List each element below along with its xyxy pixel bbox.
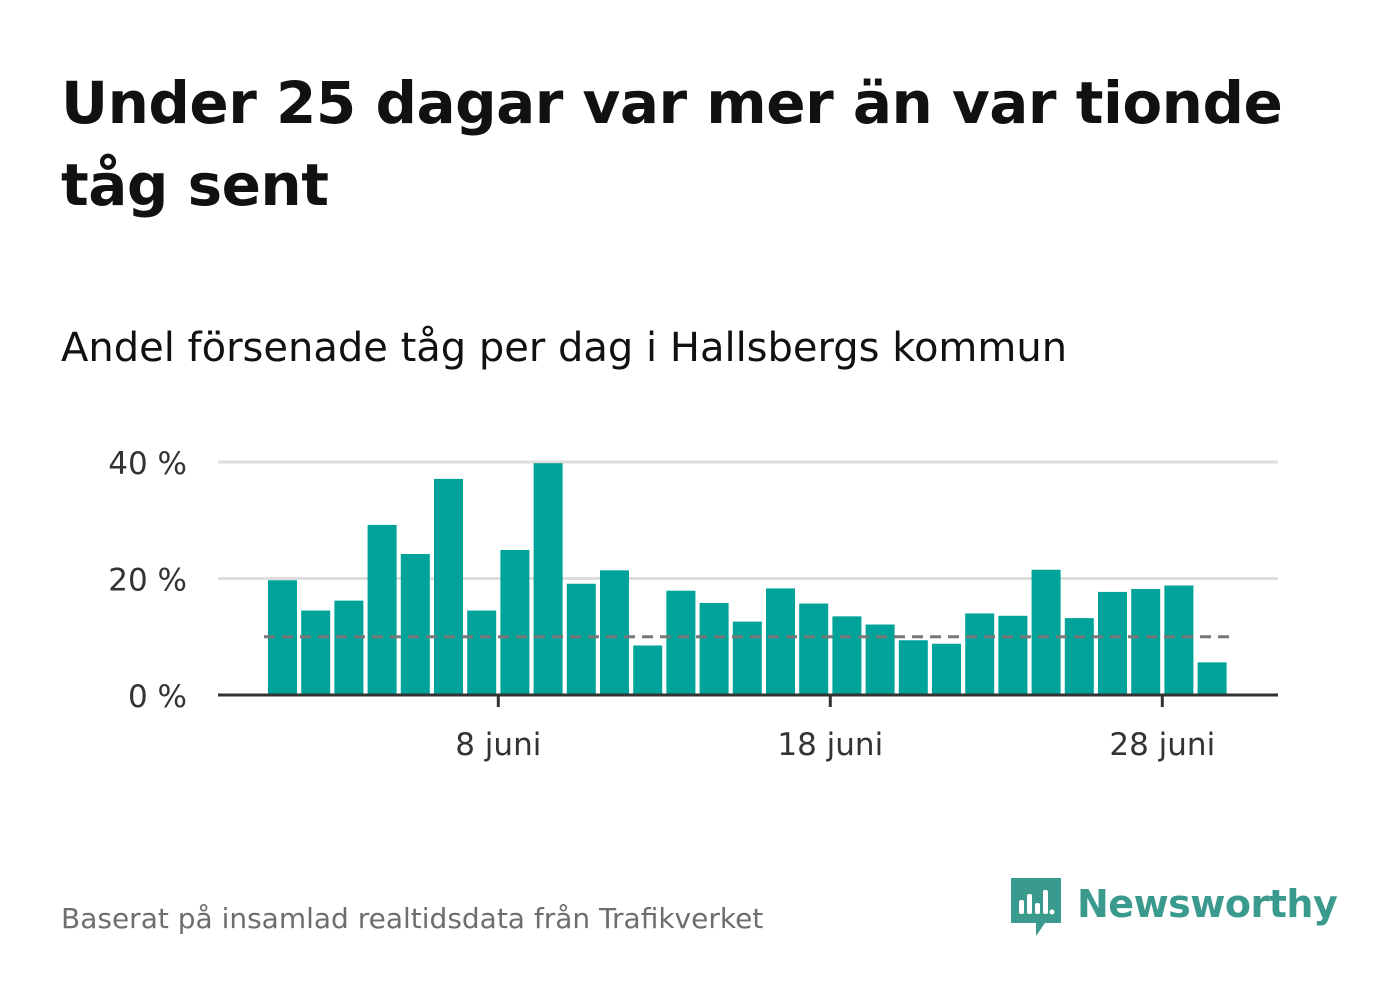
bar — [932, 643, 961, 695]
bar — [1197, 662, 1227, 695]
bar — [334, 600, 364, 695]
bar — [1098, 591, 1127, 695]
bar — [566, 583, 596, 695]
bar — [832, 616, 862, 695]
x-axis — [218, 693, 1278, 707]
y-tick-label: 40 % — [108, 446, 187, 482]
bar — [699, 602, 729, 695]
bar — [600, 570, 629, 695]
bar — [799, 603, 829, 695]
x-tick-label: 18 juni — [777, 727, 883, 763]
bar — [301, 610, 331, 695]
chart-title: Under 25 dagar var mer än var tionde tåg… — [61, 69, 1283, 219]
chart-subtitle: Andel försenade tåg per dag i Hallsbergs… — [61, 325, 1068, 371]
brand-name: Newsworthy — [1077, 882, 1338, 926]
bar — [434, 478, 463, 695]
bar — [1164, 585, 1194, 695]
newsworthy-logo-icon — [1011, 878, 1061, 936]
x-tick-label: 8 juni — [455, 727, 541, 763]
bar — [865, 624, 895, 695]
bar — [1064, 618, 1094, 695]
bar — [400, 554, 430, 695]
bar — [965, 613, 995, 695]
bar — [533, 463, 563, 695]
bar-chart: 0 % 20 % 40 % 8 juni 18 juni 28 juni — [108, 446, 1278, 763]
bar — [998, 615, 1028, 695]
bar — [732, 621, 762, 695]
brand[interactable]: Newsworthy — [1011, 878, 1338, 942]
bar — [467, 610, 497, 695]
y-tick-label: 20 % — [108, 563, 187, 599]
bar — [633, 645, 663, 695]
bar — [1031, 569, 1061, 695]
bar — [898, 640, 928, 695]
x-axis-labels: 8 juni 18 juni 28 juni — [455, 727, 1215, 763]
bar — [1131, 588, 1161, 695]
y-tick-label: 0 % — [128, 679, 187, 715]
source-note: Baserat på insamlad realtidsdata från Tr… — [61, 902, 764, 935]
bar — [666, 590, 696, 695]
bar — [367, 524, 397, 695]
x-tick-label: 28 juni — [1109, 727, 1215, 763]
bar — [766, 588, 795, 695]
bar — [500, 549, 530, 695]
y-axis-labels: 0 % 20 % 40 % — [108, 446, 187, 715]
